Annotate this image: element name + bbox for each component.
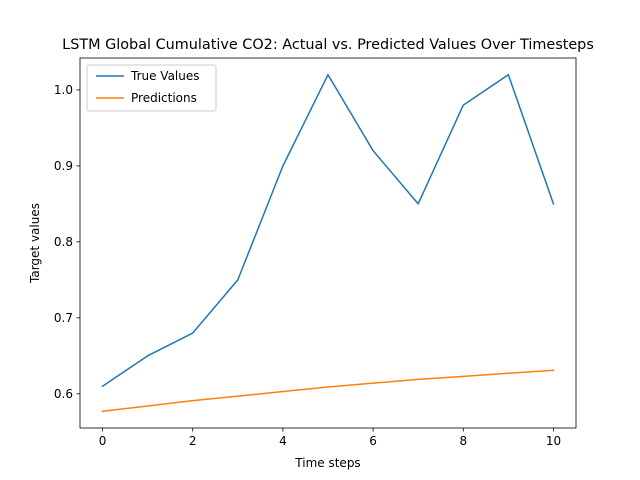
x-tick-label: 0 [99,434,107,448]
series-lines [101,73,555,413]
y-axis: 0.6 0.7 0.8 0.9 1.0 [54,83,80,401]
series-line-predictions [101,369,555,413]
x-axis: 0 2 4 6 8 10 [99,428,561,448]
y-tick-label: 1.0 [54,83,73,97]
y-tick-label: 0.6 [54,387,73,401]
y-tick-label: 0.7 [54,311,73,325]
legend-label-predictions: Predictions [131,91,197,105]
series-line-true-values [101,73,555,388]
y-tick-label: 0.9 [54,159,73,173]
x-tick-label: 6 [369,434,377,448]
x-tick-label: 10 [546,434,561,448]
x-tick-label: 2 [189,434,197,448]
y-axis-label: Target values [28,203,42,284]
plot-area [79,57,577,429]
y-tick-label: 0.8 [54,235,73,249]
legend: True Values Predictions [86,64,217,112]
legend-label-true-values: True Values [130,69,200,83]
chart-title: LSTM Global Cumulative CO2: Actual vs. P… [62,37,594,53]
x-tick-label: 8 [459,434,467,448]
x-tick-label: 4 [279,434,287,448]
x-axis-label: Time steps [294,456,360,470]
